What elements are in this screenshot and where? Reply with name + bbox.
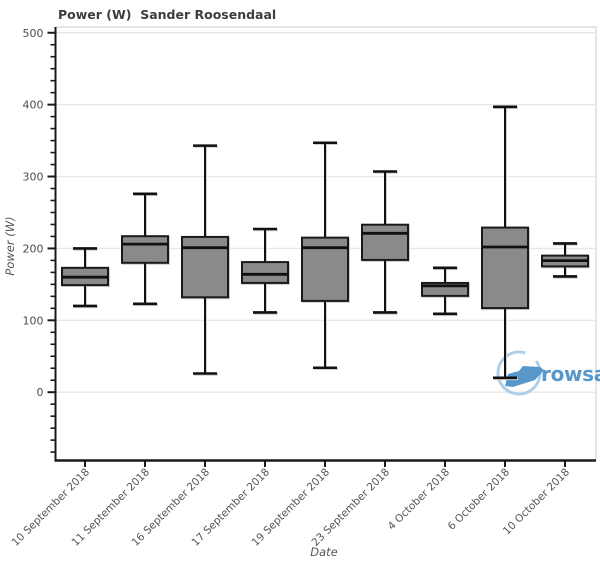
box-rect <box>121 235 169 264</box>
box-17-september-2018 <box>241 227 289 314</box>
box-rect <box>181 235 229 299</box>
x-tick-label-4-october-2018: 4 October 2018 <box>386 466 453 533</box>
box-6-october-2018 <box>481 105 529 380</box>
logo-text: rowsandall <box>541 362 600 386</box>
y-tick-label-0: 0 <box>37 386 44 399</box>
rowsandall-logo[interactable]: rowsandall <box>490 344 600 402</box>
x-axis-title: Date <box>310 545 338 559</box>
logo-circle-icon <box>496 350 542 396</box>
box-rect <box>481 226 529 310</box>
plot-border <box>55 26 597 461</box>
box-11-september-2018 <box>121 192 169 306</box>
box-4-october-2018 <box>421 266 469 316</box>
y-tick-label-100: 100 <box>23 314 44 327</box>
y-tick-label-300: 300 <box>23 171 44 184</box>
box-10-october-2018 <box>541 242 589 278</box>
y-tick-label-400: 400 <box>23 99 44 112</box>
box-23-september-2018 <box>361 170 409 314</box>
y-tick-label-500: 500 <box>23 27 44 40</box>
box-19-september-2018 <box>301 141 349 370</box>
box-16-september-2018 <box>181 144 229 375</box>
y-tick-label-200: 200 <box>23 242 44 255</box>
chart-title: Power (W) Sander Roosendaal <box>58 7 277 22</box>
boat-icon <box>505 366 544 387</box>
box-rect <box>361 223 409 261</box>
box-rect <box>241 261 289 284</box>
x-tick-label-6-october-2018: 6 October 2018 <box>446 466 513 533</box>
x-tick-label-10-october-2018: 10 October 2018 <box>501 466 572 537</box>
box-10-september-2018 <box>61 247 109 308</box>
y-axis-title: Power (W) <box>3 216 17 275</box>
